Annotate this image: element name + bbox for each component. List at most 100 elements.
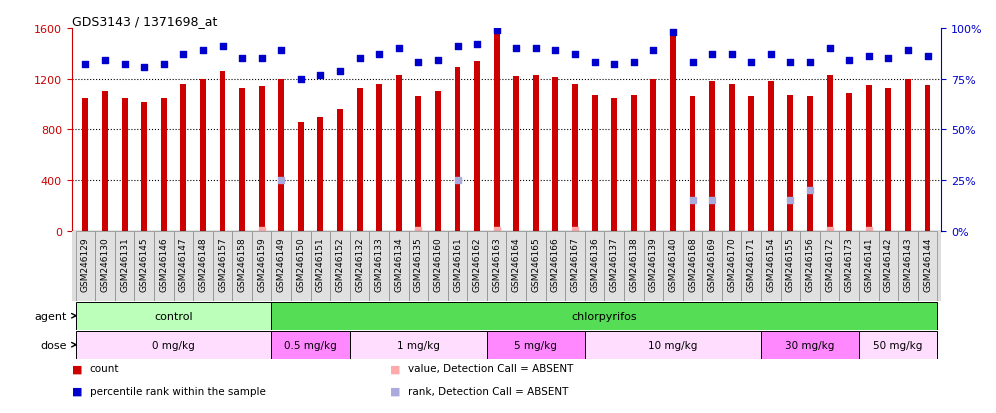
- Text: ■: ■: [72, 386, 83, 396]
- Bar: [630, 96, 636, 231]
- Bar: [259, 87, 265, 231]
- Text: GSM246139: GSM246139: [648, 237, 657, 292]
- Point: [684, 60, 700, 66]
- Point: [136, 64, 152, 71]
- Point: [410, 227, 426, 234]
- Bar: [122, 98, 127, 231]
- Bar: [370, 231, 389, 301]
- Text: GSM246148: GSM246148: [198, 237, 207, 292]
- Bar: [180, 85, 186, 231]
- Text: GSM246145: GSM246145: [139, 237, 148, 292]
- Bar: [585, 331, 761, 359]
- Point: [802, 188, 818, 194]
- Point: [763, 52, 779, 59]
- Text: 5 mg/kg: 5 mg/kg: [514, 340, 558, 350]
- Point: [469, 42, 485, 48]
- Bar: [173, 231, 193, 301]
- Text: GSM246157: GSM246157: [218, 237, 227, 292]
- Text: GSM246154: GSM246154: [766, 237, 775, 292]
- Text: 30 mg/kg: 30 mg/kg: [785, 340, 835, 350]
- Bar: [291, 231, 311, 301]
- Bar: [592, 96, 598, 231]
- Text: ■: ■: [72, 363, 83, 373]
- Text: GSM246137: GSM246137: [610, 237, 619, 292]
- Point: [313, 72, 329, 79]
- Text: GSM246173: GSM246173: [845, 237, 854, 292]
- Bar: [318, 117, 324, 231]
- Text: GSM246168: GSM246168: [688, 237, 697, 292]
- Point: [645, 48, 661, 55]
- Point: [449, 44, 465, 50]
- Point: [117, 62, 132, 69]
- Text: GSM246163: GSM246163: [492, 237, 501, 292]
- Bar: [239, 88, 245, 231]
- Point: [842, 58, 858, 64]
- Bar: [357, 88, 363, 231]
- Point: [724, 52, 740, 59]
- Text: value, Detection Call = ABSENT: value, Detection Call = ABSENT: [408, 363, 574, 373]
- Bar: [252, 231, 272, 301]
- Text: dose: dose: [40, 340, 67, 350]
- Text: GSM246158: GSM246158: [238, 237, 247, 292]
- Bar: [788, 96, 794, 231]
- Bar: [682, 231, 702, 301]
- Bar: [474, 62, 480, 231]
- Text: GSM246159: GSM246159: [257, 237, 266, 292]
- Text: GSM246147: GSM246147: [179, 237, 188, 292]
- Bar: [898, 231, 917, 301]
- Bar: [487, 331, 585, 359]
- Point: [607, 62, 622, 69]
- Point: [625, 60, 641, 66]
- Text: GSM246144: GSM246144: [923, 237, 932, 291]
- Point: [861, 227, 876, 234]
- Bar: [689, 97, 695, 231]
- Text: GSM246171: GSM246171: [747, 237, 756, 292]
- Point: [743, 60, 759, 66]
- Point: [195, 48, 211, 55]
- Bar: [807, 97, 813, 231]
- Text: GSM246134: GSM246134: [394, 237, 403, 292]
- Bar: [768, 82, 774, 231]
- Bar: [96, 231, 115, 301]
- Point: [410, 60, 426, 66]
- Text: rank, Detection Call = ABSENT: rank, Detection Call = ABSENT: [408, 386, 569, 396]
- Bar: [428, 231, 448, 301]
- Bar: [702, 231, 722, 301]
- Point: [508, 46, 524, 52]
- Bar: [193, 231, 213, 301]
- Bar: [572, 85, 578, 231]
- Bar: [213, 231, 232, 301]
- Bar: [76, 302, 272, 330]
- Text: GSM246162: GSM246162: [472, 237, 482, 292]
- Point: [273, 48, 289, 55]
- Point: [861, 54, 876, 61]
- Bar: [337, 110, 343, 231]
- Point: [489, 28, 505, 34]
- Point: [528, 46, 544, 52]
- Text: agent: agent: [34, 311, 67, 321]
- Text: 50 mg/kg: 50 mg/kg: [873, 340, 923, 350]
- Bar: [859, 331, 937, 359]
- Text: 0 mg/kg: 0 mg/kg: [152, 340, 195, 350]
- Bar: [134, 231, 154, 301]
- Point: [234, 56, 250, 62]
- Bar: [553, 78, 559, 231]
- Text: 0.5 mg/kg: 0.5 mg/kg: [284, 340, 337, 350]
- Point: [587, 60, 603, 66]
- Bar: [83, 98, 89, 231]
- Text: GDS3143 / 1371698_at: GDS3143 / 1371698_at: [72, 15, 217, 28]
- Text: 10 mg/kg: 10 mg/kg: [648, 340, 697, 350]
- Text: GSM246169: GSM246169: [707, 237, 716, 292]
- Text: GSM246170: GSM246170: [727, 237, 736, 292]
- Text: GSM246165: GSM246165: [531, 237, 541, 292]
- Point: [489, 227, 505, 234]
- Bar: [761, 331, 859, 359]
- Bar: [454, 68, 460, 231]
- Text: GSM246135: GSM246135: [414, 237, 423, 292]
- Bar: [415, 97, 421, 231]
- Text: GSM246155: GSM246155: [786, 237, 795, 292]
- Point: [548, 48, 564, 55]
- Text: GSM246156: GSM246156: [806, 237, 815, 292]
- Text: GSM246172: GSM246172: [825, 237, 834, 292]
- Text: GSM246167: GSM246167: [571, 237, 580, 292]
